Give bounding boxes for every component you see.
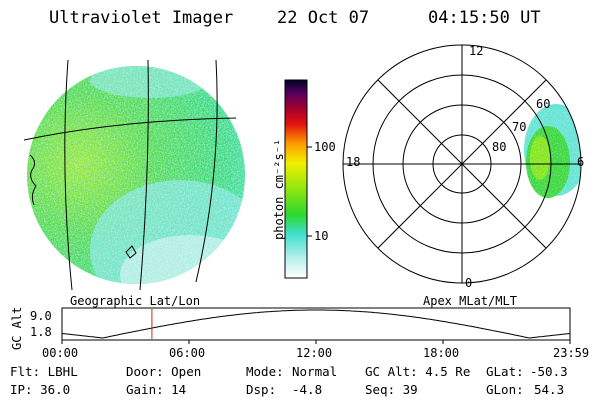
colorbar-tick-label: 10	[314, 229, 329, 243]
altitude-frame	[61, 307, 571, 341]
geo-latitude-line	[23, 117, 237, 141]
polar-mlat-label-80: 80	[492, 140, 507, 154]
time-label: 04:15:50 UT	[428, 8, 541, 28]
status-dsp-label: Dsp:	[246, 382, 277, 397]
polar-mlt-label-0: 0	[465, 276, 473, 290]
geo-longitude-line	[64, 59, 73, 291]
polar-mlt-label-18: 18	[346, 155, 361, 169]
altitude-curve	[61, 309, 571, 339]
instrument-title: Ultraviolet Imager	[49, 8, 234, 28]
disk-top-cyan	[90, 66, 210, 98]
disk-base	[27, 66, 245, 284]
status-mode-label: Mode:	[246, 364, 284, 379]
geo-longitude-line	[139, 59, 149, 291]
polar-mlt-label-12: 12	[469, 44, 484, 58]
status-filter: Flt: LBHL	[10, 364, 78, 379]
status-glon-label: GLon:	[486, 382, 524, 397]
disk-noise-dark	[27, 66, 245, 284]
polar-ring-70	[402, 104, 522, 224]
altitude-x-tick-label: 06:00	[169, 346, 206, 360]
polar-mlat-label-70: 70	[512, 120, 527, 134]
polar-mlat-label-60: 60	[536, 97, 551, 111]
colorbar-tick-label: 100	[314, 140, 336, 154]
altitude-y-tick: 1.8	[30, 325, 52, 339]
status-gain: Gain: 14	[126, 382, 187, 397]
geo-panel-label: Geographic Lat/Lon	[70, 294, 201, 308]
polar-meridian	[377, 79, 547, 249]
colorbar-scale	[284, 79, 308, 279]
polar-aurora-cyan	[524, 104, 581, 196]
polar-meridian	[377, 79, 547, 249]
polar-panel-label: Apex MLat/MLT	[423, 294, 517, 308]
disk-noise-light	[27, 66, 245, 284]
polar-mlt-label-6: 6	[577, 155, 585, 169]
polar-aurora-green	[526, 126, 570, 198]
status-seq: Seq: 39	[365, 382, 418, 397]
status-dsp-value: -4.8	[292, 382, 323, 397]
polar-ring-60	[372, 74, 552, 254]
status-ip: IP: 36.0	[10, 382, 71, 397]
altitude-ylabel: GC Alt	[10, 306, 24, 350]
polar-ring-50	[342, 44, 582, 284]
status-glat-label: GLat:	[486, 364, 524, 379]
altitude-x-tick-label: 12:00	[296, 346, 333, 360]
altitude-x-tick-label: 00:00	[42, 346, 79, 360]
status-glat-value: -50.3	[530, 364, 568, 379]
altitude-x-tick-label: 23:59	[553, 346, 590, 360]
status-mode-value: Normal	[292, 364, 338, 379]
polar-aurora-yellow	[530, 136, 550, 180]
status-gc-alt: GC Alt: 4.5 Re	[365, 364, 471, 379]
date-label: 22 Oct 07	[277, 8, 370, 28]
altitude-y-tick: 9.0	[30, 309, 52, 323]
altitude-x-tick-label: 18:00	[423, 346, 460, 360]
geo-longitude-line	[195, 59, 218, 283]
geo-coastline	[125, 245, 137, 259]
status-glon-value: 54.3	[534, 382, 565, 397]
polar-ring-80	[432, 134, 492, 194]
status-door: Door: Open	[126, 364, 202, 379]
colorbar-unit-label: photon cm⁻²s⁻¹	[272, 138, 286, 240]
geo-coastline	[29, 154, 37, 206]
